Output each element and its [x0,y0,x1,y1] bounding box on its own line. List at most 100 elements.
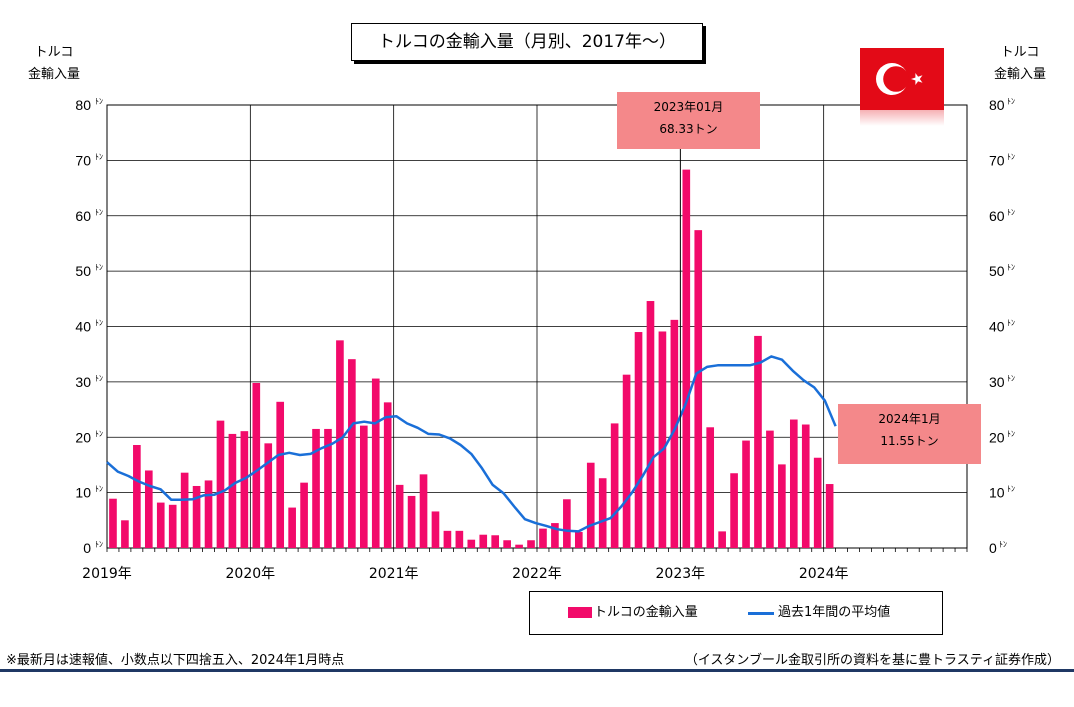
y-tick-label-right: 40 [989,319,1005,335]
bar [336,340,344,548]
right-axis-title: トルコ 金輸入量 [980,42,1060,86]
bar [527,540,535,548]
bar [670,319,679,548]
bar [622,374,631,548]
y-tick-label-left: 80 [75,97,91,113]
legend: トルコの金輸入量 過去1年間の平均値 [529,591,943,635]
bar [168,504,177,548]
left-axis-title: トルコ 金輸入量 [14,42,94,86]
bar [240,431,249,548]
legend-line-swatch [748,612,774,615]
bar [204,480,213,548]
bar [264,443,273,548]
bar [121,520,129,548]
bar [312,428,320,548]
bar [192,485,201,548]
bar [658,331,667,548]
legend-bar-swatch [568,607,592,618]
y-tick-label-left-unit: ﾄﾝ [95,97,103,106]
y-tick-label-right-unit: ﾄﾝ [1007,485,1015,494]
bar [813,457,822,548]
bar [228,433,237,548]
y-tick-label-left: 70 [75,152,91,168]
y-tick-label-left-unit: ﾄﾝ [95,540,103,549]
y-tick-label-right: 50 [989,263,1005,279]
bar [586,462,595,548]
peak-callout: 2023年01月 68.33トン [617,92,760,149]
bar [515,544,523,548]
y-tick-label-right-unit: ﾄﾝ [1007,429,1015,438]
latest-callout-value: 11.55トン [880,434,939,448]
bar [646,301,655,548]
bar [371,378,380,548]
bar [825,484,834,548]
bar [634,332,643,548]
y-tick-label-right-unit: ﾄﾝ [1007,263,1015,272]
bar [718,531,726,548]
bar [754,335,762,548]
bar [598,478,607,548]
left-axis-title-line1: トルコ [34,45,74,60]
footer-source: （イスタンブール金取引所の資料を基に豊トラスティ証券作成） [684,653,1060,668]
bar [801,424,810,548]
y-tick-label-right-unit: ﾄﾝ [1007,97,1015,106]
y-tick-label-right-unit: ﾄﾝ [1007,152,1015,161]
turkey-flag-icon [860,48,944,110]
bars-layer [109,169,834,548]
bar [467,539,476,548]
y-tick-label-left: 20 [75,429,91,445]
y-tick-label-left-unit: ﾄﾝ [95,152,103,161]
y-tick-label-left: 10 [75,485,91,501]
y-tick-label-left: 0 [83,540,91,556]
avg-line [106,355,837,533]
footer-note: ※最新月は速報値、小数点以下四捨五入、2024年1月時点 [6,653,345,668]
x-tick-label: 2021年 [369,566,419,582]
x-tick-label: 2022年 [512,566,562,582]
y-tick-label-left-unit: ﾄﾝ [95,374,103,383]
y-tick-label-right: 0 [989,540,997,556]
bar [766,430,774,548]
bar [778,464,786,548]
bar [288,507,296,548]
y-tick-label-left: 30 [75,374,91,390]
y-tick-label-right-unit: ﾄﾝ [999,540,1007,549]
bar [300,482,308,548]
bar [348,359,356,548]
bar [431,511,440,548]
bar [133,445,141,548]
bar [419,474,428,548]
bar [144,470,153,548]
y-tick-label-right-unit: ﾄﾝ [1007,374,1015,383]
bar [730,473,738,548]
bar [563,499,571,548]
y-tick-label-left-unit: ﾄﾝ [95,485,103,494]
y-tick-label-right: 60 [989,208,1005,224]
footer-divider [0,669,1074,672]
bar [180,472,189,548]
bar [503,540,511,548]
bar [359,425,368,548]
bar [694,230,703,548]
bar [109,498,117,548]
y-tick-label-right: 30 [989,374,1005,390]
bar [443,530,452,548]
x-tick-label: 2023年 [656,566,706,582]
y-tick-label-left: 60 [75,208,91,224]
y-tick-label-right: 10 [989,485,1005,501]
y-tick-label-left: 50 [75,263,91,279]
left-axis-title-line2: 金輸入量 [27,67,80,82]
chart-title: トルコの金輸入量（月別、2017年～） [351,23,703,61]
y-tick-label-left-unit: ﾄﾝ [95,429,103,438]
y-tick-label-right-unit: ﾄﾝ [1007,319,1015,328]
y-tick-label-left-unit: ﾄﾝ [95,263,103,272]
bar [276,401,285,548]
latest-callout: 2024年1月 11.55トン [838,404,981,464]
bar [789,419,798,548]
bar [682,169,691,548]
y-tick-label-left-unit: ﾄﾝ [95,319,103,328]
bar [216,420,225,548]
bar [383,402,392,548]
bar [455,530,464,548]
y-tick-label-right: 70 [989,152,1005,168]
flag-reflection [860,110,944,126]
